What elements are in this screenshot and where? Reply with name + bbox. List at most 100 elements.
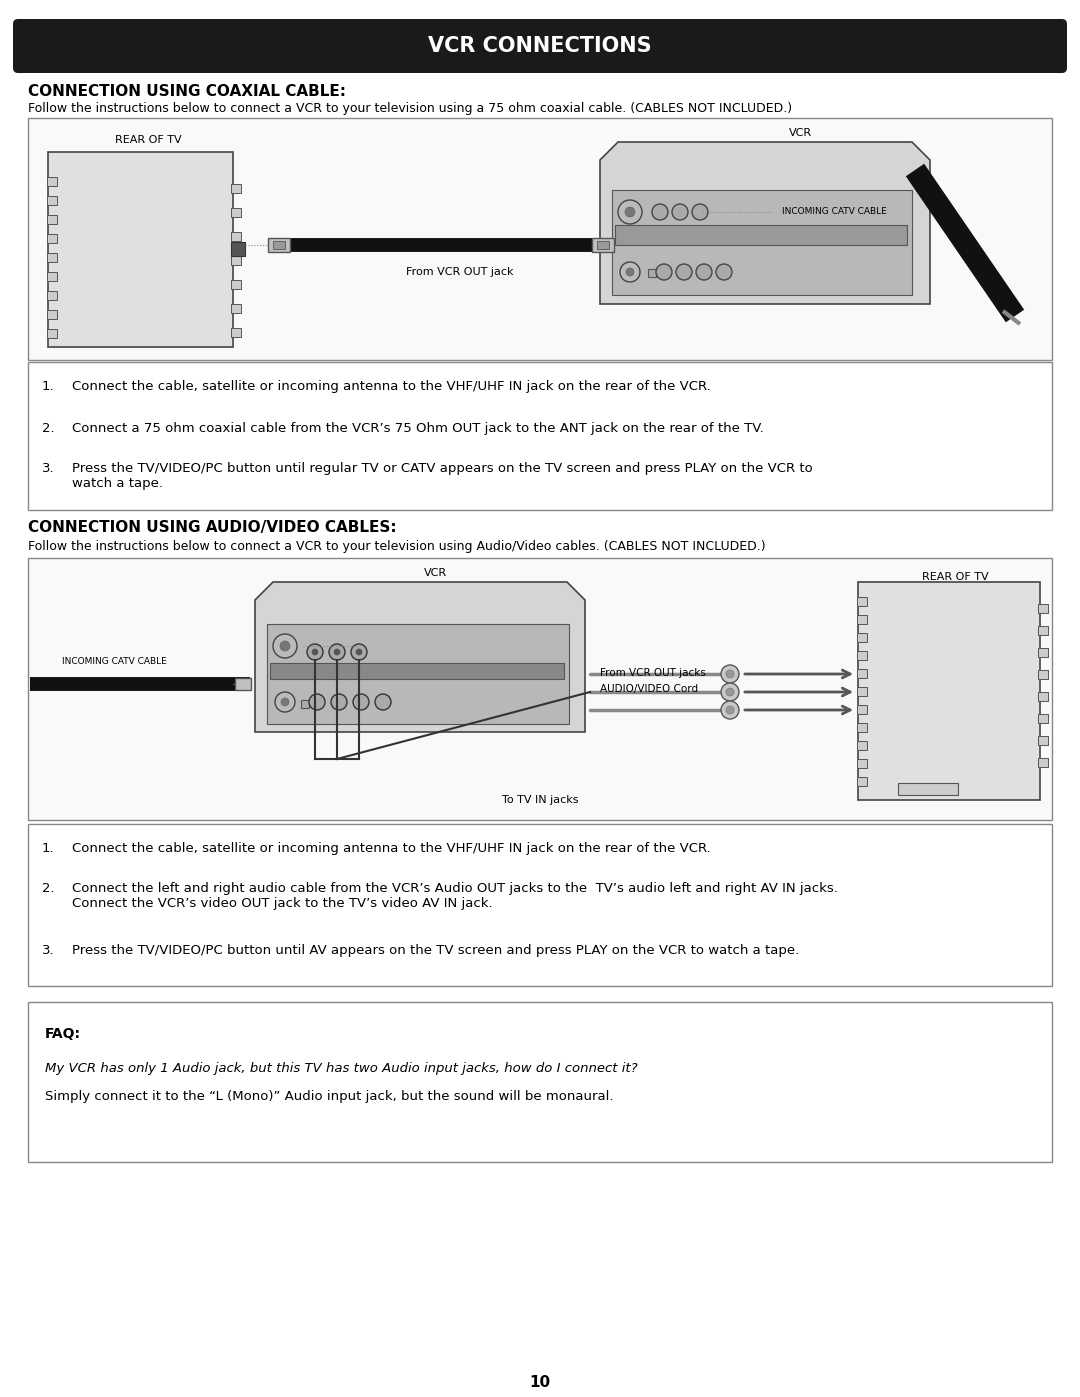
Circle shape: [726, 671, 734, 678]
Text: FAQ:: FAQ:: [45, 1027, 81, 1041]
Bar: [858, 759, 867, 768]
Bar: [858, 597, 867, 606]
Circle shape: [721, 665, 739, 683]
Text: VCR CONNECTIONS: VCR CONNECTIONS: [428, 36, 652, 56]
Bar: [1038, 671, 1048, 679]
Bar: [1038, 759, 1048, 767]
Circle shape: [330, 694, 347, 710]
Bar: [48, 177, 57, 186]
Text: Connect the cable, satellite or incoming antenna to the VHF/UHF IN jack on the r: Connect the cable, satellite or incoming…: [72, 842, 711, 855]
Bar: [1038, 736, 1048, 745]
Bar: [48, 152, 233, 346]
Bar: [231, 184, 241, 193]
Bar: [231, 208, 241, 217]
Bar: [858, 724, 867, 732]
Bar: [48, 196, 57, 205]
Circle shape: [625, 207, 635, 217]
Bar: [48, 291, 57, 300]
Bar: [1038, 626, 1048, 636]
Text: 10: 10: [529, 1375, 551, 1390]
Bar: [615, 225, 907, 244]
Bar: [612, 190, 912, 295]
Circle shape: [273, 634, 297, 658]
Circle shape: [334, 650, 340, 655]
Circle shape: [726, 705, 734, 714]
Circle shape: [309, 694, 325, 710]
Bar: [301, 700, 309, 708]
Circle shape: [351, 644, 367, 659]
Bar: [48, 310, 57, 319]
Circle shape: [726, 687, 734, 696]
Text: 1.: 1.: [42, 842, 55, 855]
Text: Follow the instructions below to connect a VCR to your television using a 75 ohm: Follow the instructions below to connect…: [28, 102, 792, 115]
Bar: [1038, 648, 1048, 657]
Text: 1.: 1.: [42, 380, 55, 393]
Text: AUDIO/VIDEO Cord: AUDIO/VIDEO Cord: [600, 685, 698, 694]
Text: Connect a 75 ohm coaxial cable from the VCR’s 75 Ohm OUT jack to the ANT jack on: Connect a 75 ohm coaxial cable from the …: [72, 422, 764, 434]
Circle shape: [375, 694, 391, 710]
Bar: [1038, 604, 1048, 613]
Bar: [858, 777, 867, 787]
Text: Follow the instructions below to connect a VCR to your television using Audio/Vi: Follow the instructions below to connect…: [28, 541, 766, 553]
Text: Press the TV/VIDEO/PC button until regular TV or CATV appears on the TV screen a: Press the TV/VIDEO/PC button until regul…: [72, 462, 813, 490]
Bar: [48, 272, 57, 281]
Circle shape: [656, 264, 672, 279]
Text: CONNECTION USING AUDIO/VIDEO CABLES:: CONNECTION USING AUDIO/VIDEO CABLES:: [28, 520, 396, 535]
Bar: [48, 235, 57, 243]
Bar: [268, 237, 291, 251]
Text: REAR OF TV: REAR OF TV: [114, 136, 181, 145]
Bar: [270, 664, 564, 679]
Text: VCR: VCR: [788, 129, 811, 138]
Bar: [267, 624, 569, 724]
Text: My VCR has only 1 Audio jack, but this TV has two Audio input jacks, how do I co: My VCR has only 1 Audio jack, but this T…: [45, 1062, 637, 1076]
Text: Simply connect it to the “L (Mono)” Audio input jack, but the sound will be mona: Simply connect it to the “L (Mono)” Audi…: [45, 1090, 613, 1104]
Text: REAR OF TV: REAR OF TV: [921, 571, 988, 583]
Circle shape: [281, 698, 289, 705]
Bar: [273, 242, 285, 249]
Bar: [28, 557, 1052, 820]
Bar: [231, 279, 241, 289]
Bar: [231, 242, 245, 256]
Bar: [231, 328, 241, 337]
Circle shape: [307, 644, 323, 659]
Circle shape: [353, 694, 369, 710]
Bar: [48, 253, 57, 263]
Bar: [28, 1002, 1052, 1162]
Text: To TV IN jacks: To TV IN jacks: [502, 795, 578, 805]
Circle shape: [620, 263, 640, 282]
Bar: [592, 237, 615, 251]
FancyBboxPatch shape: [13, 20, 1067, 73]
Bar: [858, 633, 867, 643]
Circle shape: [329, 644, 345, 659]
Bar: [231, 305, 241, 313]
Bar: [231, 256, 241, 265]
Bar: [28, 362, 1052, 510]
Circle shape: [618, 200, 642, 224]
Text: CONNECTION USING COAXIAL CABLE:: CONNECTION USING COAXIAL CABLE:: [28, 84, 346, 99]
Bar: [48, 330, 57, 338]
Text: From VCR OUT jack: From VCR OUT jack: [406, 267, 514, 277]
Circle shape: [721, 683, 739, 701]
Circle shape: [280, 641, 291, 651]
Circle shape: [721, 701, 739, 719]
Polygon shape: [255, 583, 585, 732]
Bar: [858, 705, 867, 714]
Text: From VCR OUT jacks: From VCR OUT jacks: [600, 668, 706, 678]
Text: Connect the left and right audio cable from the VCR’s Audio OUT jacks to the  TV: Connect the left and right audio cable f…: [72, 882, 838, 909]
Circle shape: [696, 264, 712, 279]
Text: Connect the cable, satellite or incoming antenna to the VHF/UHF IN jack on the r: Connect the cable, satellite or incoming…: [72, 380, 711, 393]
Circle shape: [652, 204, 669, 219]
Text: 3.: 3.: [42, 944, 55, 957]
Text: 2.: 2.: [42, 422, 55, 434]
Circle shape: [312, 650, 318, 655]
Text: INCOMING CATV CABLE: INCOMING CATV CABLE: [62, 658, 166, 666]
Circle shape: [676, 264, 692, 279]
Bar: [597, 242, 609, 249]
Circle shape: [716, 264, 732, 279]
Bar: [235, 678, 251, 690]
Bar: [48, 215, 57, 224]
Circle shape: [356, 650, 362, 655]
Bar: [858, 651, 867, 659]
Text: VCR: VCR: [423, 569, 446, 578]
Circle shape: [692, 204, 708, 219]
